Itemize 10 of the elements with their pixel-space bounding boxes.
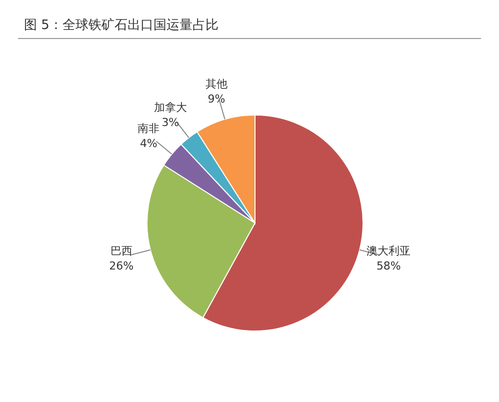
data-label: 26%	[109, 259, 134, 272]
data-label: 9%	[208, 92, 226, 106]
data-label: 4%	[140, 137, 158, 150]
slice-label: 南非	[138, 122, 160, 136]
data-label: 3%	[162, 116, 180, 129]
chart-title: 图 5：全球铁矿石出口国运量占比	[24, 17, 218, 34]
slice-label: 其他	[206, 77, 228, 90]
slice-label: 加拿大	[154, 100, 187, 114]
slice-label: 巴西	[110, 244, 132, 258]
data-label: 58%	[376, 259, 401, 272]
